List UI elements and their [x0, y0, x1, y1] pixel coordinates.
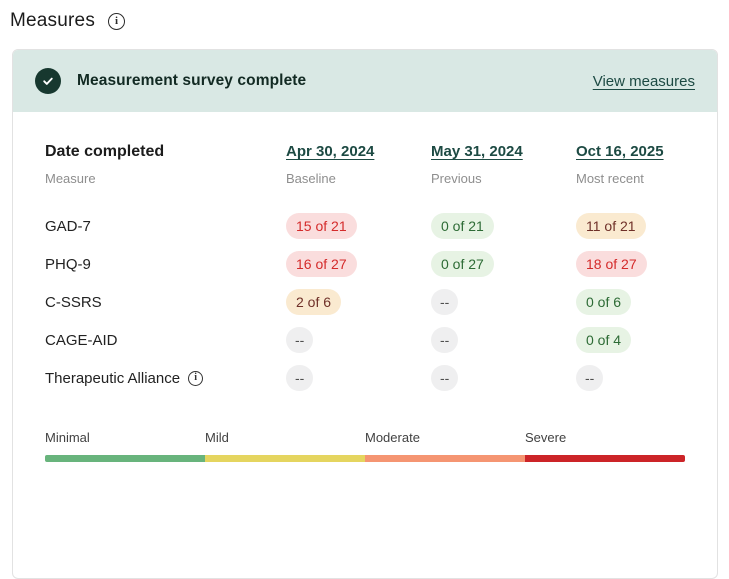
header-col-most-recent: Oct 16, 2025 Most recent [576, 143, 685, 186]
baseline-sublabel: Baseline [286, 171, 336, 186]
table-row-gad7: GAD-7 15 of 21 0 of 21 11 of 21 [45, 207, 685, 245]
measure-name-label: GAD-7 [45, 217, 91, 235]
header-measure-col: Date completed Measure [45, 143, 286, 186]
scale-segment-moderate [365, 455, 525, 462]
score-badge: 18 of 27 [576, 250, 647, 278]
measure-name-label: PHQ-9 [45, 255, 91, 273]
table-row-cageaid: CAGE-AID -- -- 0 of 4 [45, 321, 685, 359]
info-icon[interactable]: i [188, 370, 204, 386]
previous-date-link[interactable]: May 31, 2024 [431, 143, 523, 160]
score-badge: 16 of 27 [286, 250, 357, 278]
scale-label-severe: Severe [525, 430, 567, 445]
measure-name: CAGE-AID [45, 332, 286, 349]
table-row-therapeutic-alliance: Therapeutic Alliance i -- -- -- [45, 359, 685, 397]
score-badge: 11 of 21 [576, 212, 646, 240]
most-recent-sublabel: Most recent [576, 171, 644, 186]
score-badge: 2 of 6 [286, 288, 342, 316]
scale-segment-minimal [45, 455, 205, 462]
scale-label-minimal: Minimal [45, 430, 90, 445]
measures-table: Date completed Measure Apr 30, 2024 Base… [13, 112, 717, 462]
info-icon[interactable]: i [108, 12, 126, 30]
severity-scale-bar [45, 455, 685, 462]
measure-name: GAD-7 [45, 218, 286, 235]
score-badge: 0 of 27 [431, 250, 494, 278]
score-badge: -- [576, 364, 604, 392]
table-row-cssrs: C-SSRS 2 of 6 -- 0 of 6 [45, 283, 685, 321]
previous-sublabel: Previous [431, 171, 482, 186]
page-title: Measures [10, 10, 96, 31]
view-measures-link[interactable]: View measures [592, 72, 695, 90]
scale-segment-severe [525, 455, 685, 462]
most-recent-date-link[interactable]: Oct 16, 2025 [576, 143, 664, 160]
measure-name: PHQ-9 [45, 256, 286, 273]
check-circle-icon [35, 68, 61, 94]
score-badge: 15 of 21 [286, 212, 357, 240]
header-col-baseline: Apr 30, 2024 Baseline [286, 143, 431, 186]
score-badge: 0 of 6 [576, 288, 632, 316]
score-badge: -- [431, 288, 459, 316]
table-rows: GAD-7 15 of 21 0 of 21 11 of 21 PHQ-9 16… [45, 207, 685, 397]
severity-scale-labels: Minimal Mild Moderate Severe [45, 430, 685, 446]
measure-label: Measure [45, 171, 96, 186]
score-badge: -- [431, 326, 459, 354]
date-completed-label: Date completed [45, 143, 165, 160]
scale-label-moderate: Moderate [365, 430, 420, 445]
measure-name-label: CAGE-AID [45, 331, 118, 349]
score-badge: -- [431, 364, 459, 392]
banner-status-text: Measurement survey complete [77, 72, 307, 89]
scale-segment-mild [205, 455, 365, 462]
score-badge: -- [286, 364, 314, 392]
score-badge: 0 of 21 [431, 212, 494, 240]
severity-scale: Minimal Mild Moderate Severe [45, 430, 685, 462]
measure-name-label: Therapeutic Alliance [45, 369, 181, 387]
measures-card: Measurement survey complete View measure… [12, 49, 718, 579]
page-header: Measures i [0, 0, 729, 32]
measure-name: C-SSRS [45, 294, 286, 311]
table-header-row: Date completed Measure Apr 30, 2024 Base… [45, 112, 685, 186]
score-badge: 0 of 4 [576, 326, 632, 354]
baseline-date-link[interactable]: Apr 30, 2024 [286, 143, 375, 160]
score-badge: -- [286, 326, 314, 354]
survey-complete-banner: Measurement survey complete View measure… [13, 50, 717, 112]
measure-name: Therapeutic Alliance i [45, 370, 286, 387]
table-row-phq9: PHQ-9 16 of 27 0 of 27 18 of 27 [45, 245, 685, 283]
scale-label-mild: Mild [205, 430, 229, 445]
measure-name-label: C-SSRS [45, 293, 102, 311]
header-col-previous: May 31, 2024 Previous [431, 143, 576, 186]
